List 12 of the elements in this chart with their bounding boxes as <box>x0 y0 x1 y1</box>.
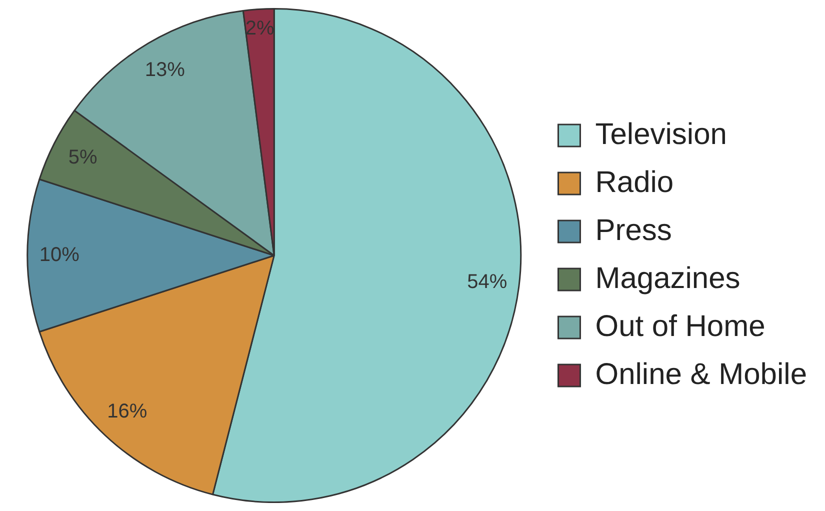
legend-label: Press <box>595 214 672 247</box>
legend-label: Magazines <box>595 262 740 295</box>
data-label: 5% <box>68 146 98 169</box>
legend-label: Radio <box>595 166 674 199</box>
data-label: 54% <box>467 270 508 293</box>
legend-label: Out of Home <box>595 310 766 343</box>
legend-label: Online & Mobile <box>595 358 808 391</box>
data-label: 13% <box>144 59 186 82</box>
data-label: 2% <box>245 17 275 40</box>
legend-label: Television <box>595 118 727 151</box>
data-label: 16% <box>107 400 148 423</box>
data-label: 10% <box>39 244 80 266</box>
